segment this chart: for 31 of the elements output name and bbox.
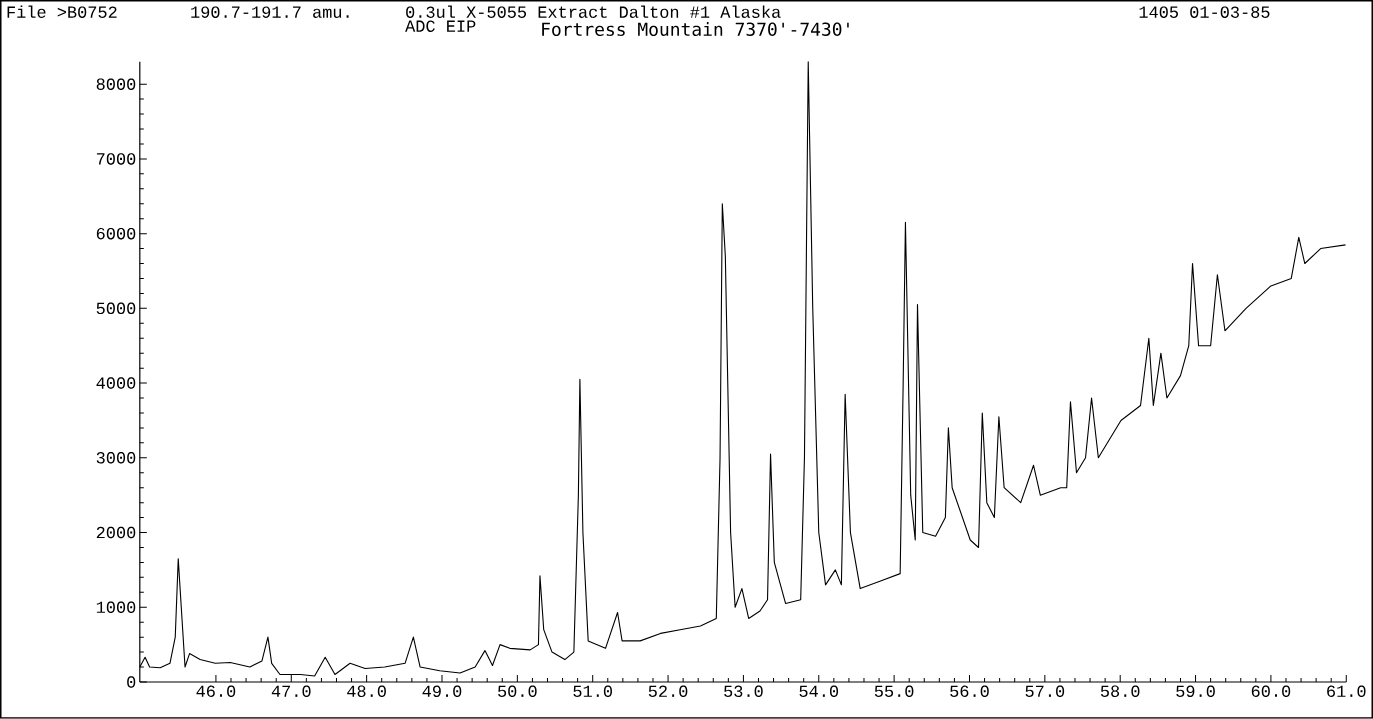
x-tick-label: 59.0 [1176, 685, 1215, 698]
x-tick-label: 55.0 [874, 685, 914, 698]
x-tick-label: 52.0 [648, 685, 688, 698]
y-tick-label: 3000 [96, 452, 136, 464]
text: ADC EIP [405, 20, 476, 33]
y-tick-label: 1000 [96, 601, 136, 614]
y-tick-label: 8000 [96, 78, 136, 91]
y-tick-label: 6000 [96, 228, 136, 240]
y-tick-label: 2000 [96, 526, 136, 539]
y-tick-label: 5000 [96, 302, 136, 315]
x-tick-label: 53.0 [724, 685, 763, 698]
chart-title: File >B0752 [7, 5, 117, 19]
text: 0.3ul X-5055 Extract Dalton #1 Alaska [406, 5, 781, 19]
x-tick-label: 54.0 [799, 685, 839, 698]
chart-subtitle: Fortress Mountain 7370'-7430' [542, 22, 849, 37]
x-tick-label: 50.0 [498, 685, 537, 698]
y-tick-label: 0 [127, 676, 136, 688]
x-tick-label: 46.0 [196, 685, 236, 698]
x-tick-label: 47.0 [271, 685, 311, 698]
y-tick-label: 7000 [96, 153, 136, 165]
text: 1405 01-03-85 [1139, 6, 1270, 19]
x-tick-label: 60.0 [1251, 685, 1291, 698]
x-tick-label: 61.0 [1327, 685, 1366, 698]
x-tick-label: 56.0 [950, 685, 989, 698]
x-tick-label: 49.0 [422, 685, 462, 698]
x-tick-label: 51.0 [573, 685, 612, 698]
x-tick-label: 58.0 [1100, 685, 1140, 698]
y-tick-label: 4000 [96, 377, 136, 389]
x-tick-label: 57.0 [1025, 685, 1065, 698]
x-tick-label: 48.0 [347, 685, 386, 698]
text: 190.7-191.7 amu. [191, 6, 349, 19]
